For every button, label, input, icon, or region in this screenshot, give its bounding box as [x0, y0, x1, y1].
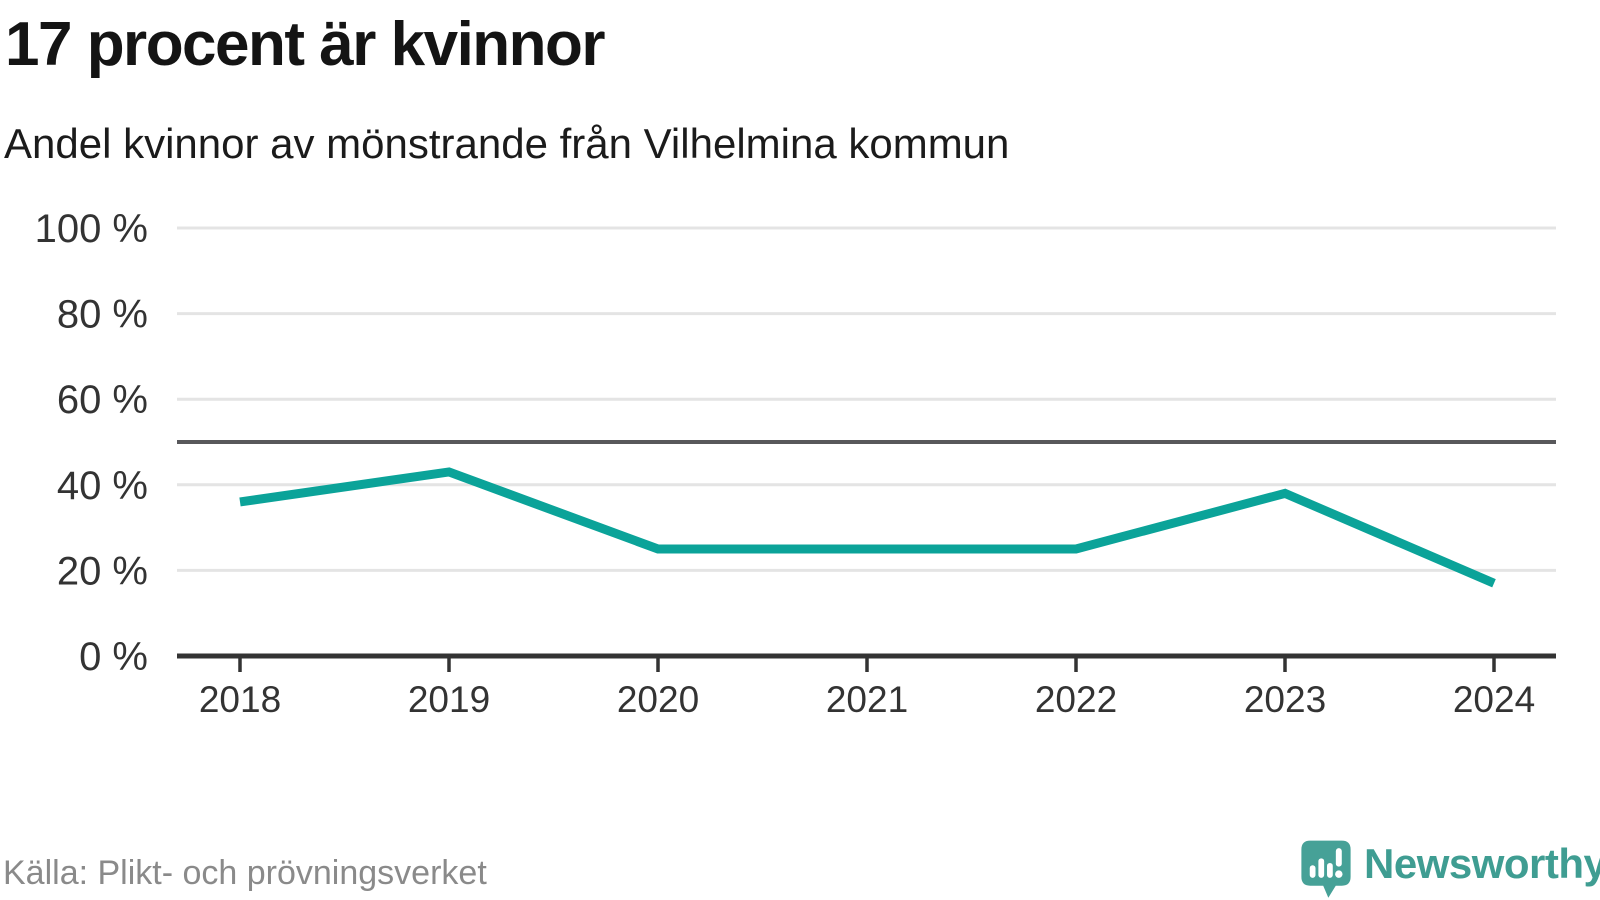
- y-tick-label: 20 %: [57, 549, 148, 593]
- newsworthy-wordmark: Newsworthy: [1364, 840, 1600, 887]
- exclamation-dot-icon: [1335, 870, 1343, 878]
- newsworthy-logo-icon: [1301, 840, 1351, 898]
- bar-chart-bar-1-icon: [1309, 865, 1316, 878]
- chart-title: 17 procent är kvinnor: [5, 10, 606, 79]
- bar-chart-bar-2-icon: [1318, 858, 1325, 878]
- chart-subtitle: Andel kvinnor av mönstrande från Vilhelm…: [4, 120, 1010, 167]
- y-tick-label: 100 %: [35, 207, 148, 251]
- x-tick-label: 2020: [617, 679, 699, 720]
- exclamation-bar-icon: [1335, 848, 1342, 867]
- x-tick-label: 2022: [1035, 679, 1117, 720]
- x-tick-label: 2023: [1244, 679, 1326, 720]
- x-tick-label: 2024: [1453, 679, 1535, 720]
- x-tick-label: 2019: [408, 679, 490, 720]
- bar-chart-bar-3-icon: [1327, 862, 1333, 878]
- y-tick-label: 60 %: [57, 378, 148, 422]
- y-tick-label: 0 %: [79, 635, 148, 679]
- data-line-andel-kvinnor: [239, 467, 1496, 588]
- x-tick-label: 2021: [826, 679, 908, 720]
- y-tick-label: 80 %: [57, 293, 148, 337]
- newsworthy-brand: Newsworthy: [1300, 839, 1600, 900]
- speech-bubble-shape: [1301, 840, 1351, 898]
- source-note: Källa: Plikt- och prövningsverket: [3, 854, 487, 892]
- y-tick-label: 40 %: [57, 464, 148, 508]
- x-tick-label: 2018: [199, 679, 281, 720]
